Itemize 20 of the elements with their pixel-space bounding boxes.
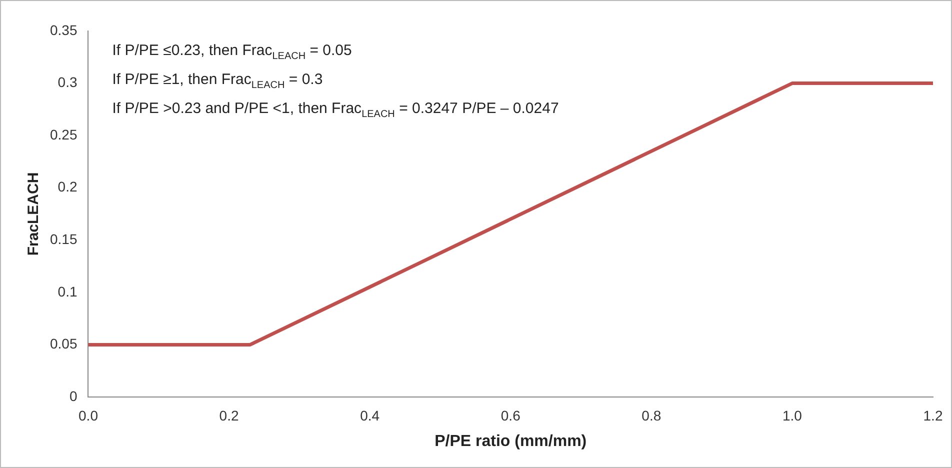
x-tick-label: 1.0 (782, 407, 802, 424)
y-tick-label: 0.25 (50, 126, 78, 142)
annotation: If P/PE >0.23 and P/PE <1, then Frac$_{LEACH}$ = 0.3247 P/PE – 0.0247 (112, 99, 559, 122)
x-tick-label: 0.4 (360, 407, 380, 424)
x-tick-label: 0.8 (642, 407, 662, 424)
y-tick-label: 0.35 (50, 22, 78, 38)
x-tick-label: 0.6 (500, 407, 521, 424)
y-tick-label: 0 (69, 388, 78, 404)
y-tick-label: 0.15 (50, 231, 78, 247)
y-tick-label: 0.05 (50, 336, 78, 352)
annotation: If P/PE ≥1, then Frac$_{LEACH}$ = 0.3 (112, 70, 324, 93)
y-tick-label: 0.1 (58, 283, 78, 300)
x-tick-label: 1.2 (923, 407, 943, 424)
x-tick-label: 0.2 (219, 407, 239, 424)
y-axis-title: FracLEACH (25, 172, 42, 256)
y-tick-label: 0.3 (58, 74, 78, 90)
x-axis-title: P/PE ratio (mm/mm) (434, 432, 587, 450)
y-tick-label: 0.2 (58, 178, 78, 195)
x-tick-label: 0.0 (78, 407, 98, 424)
annotation: If P/PE ≤0.23, then Frac$_{LEACH}$ = 0.05 (112, 41, 353, 64)
